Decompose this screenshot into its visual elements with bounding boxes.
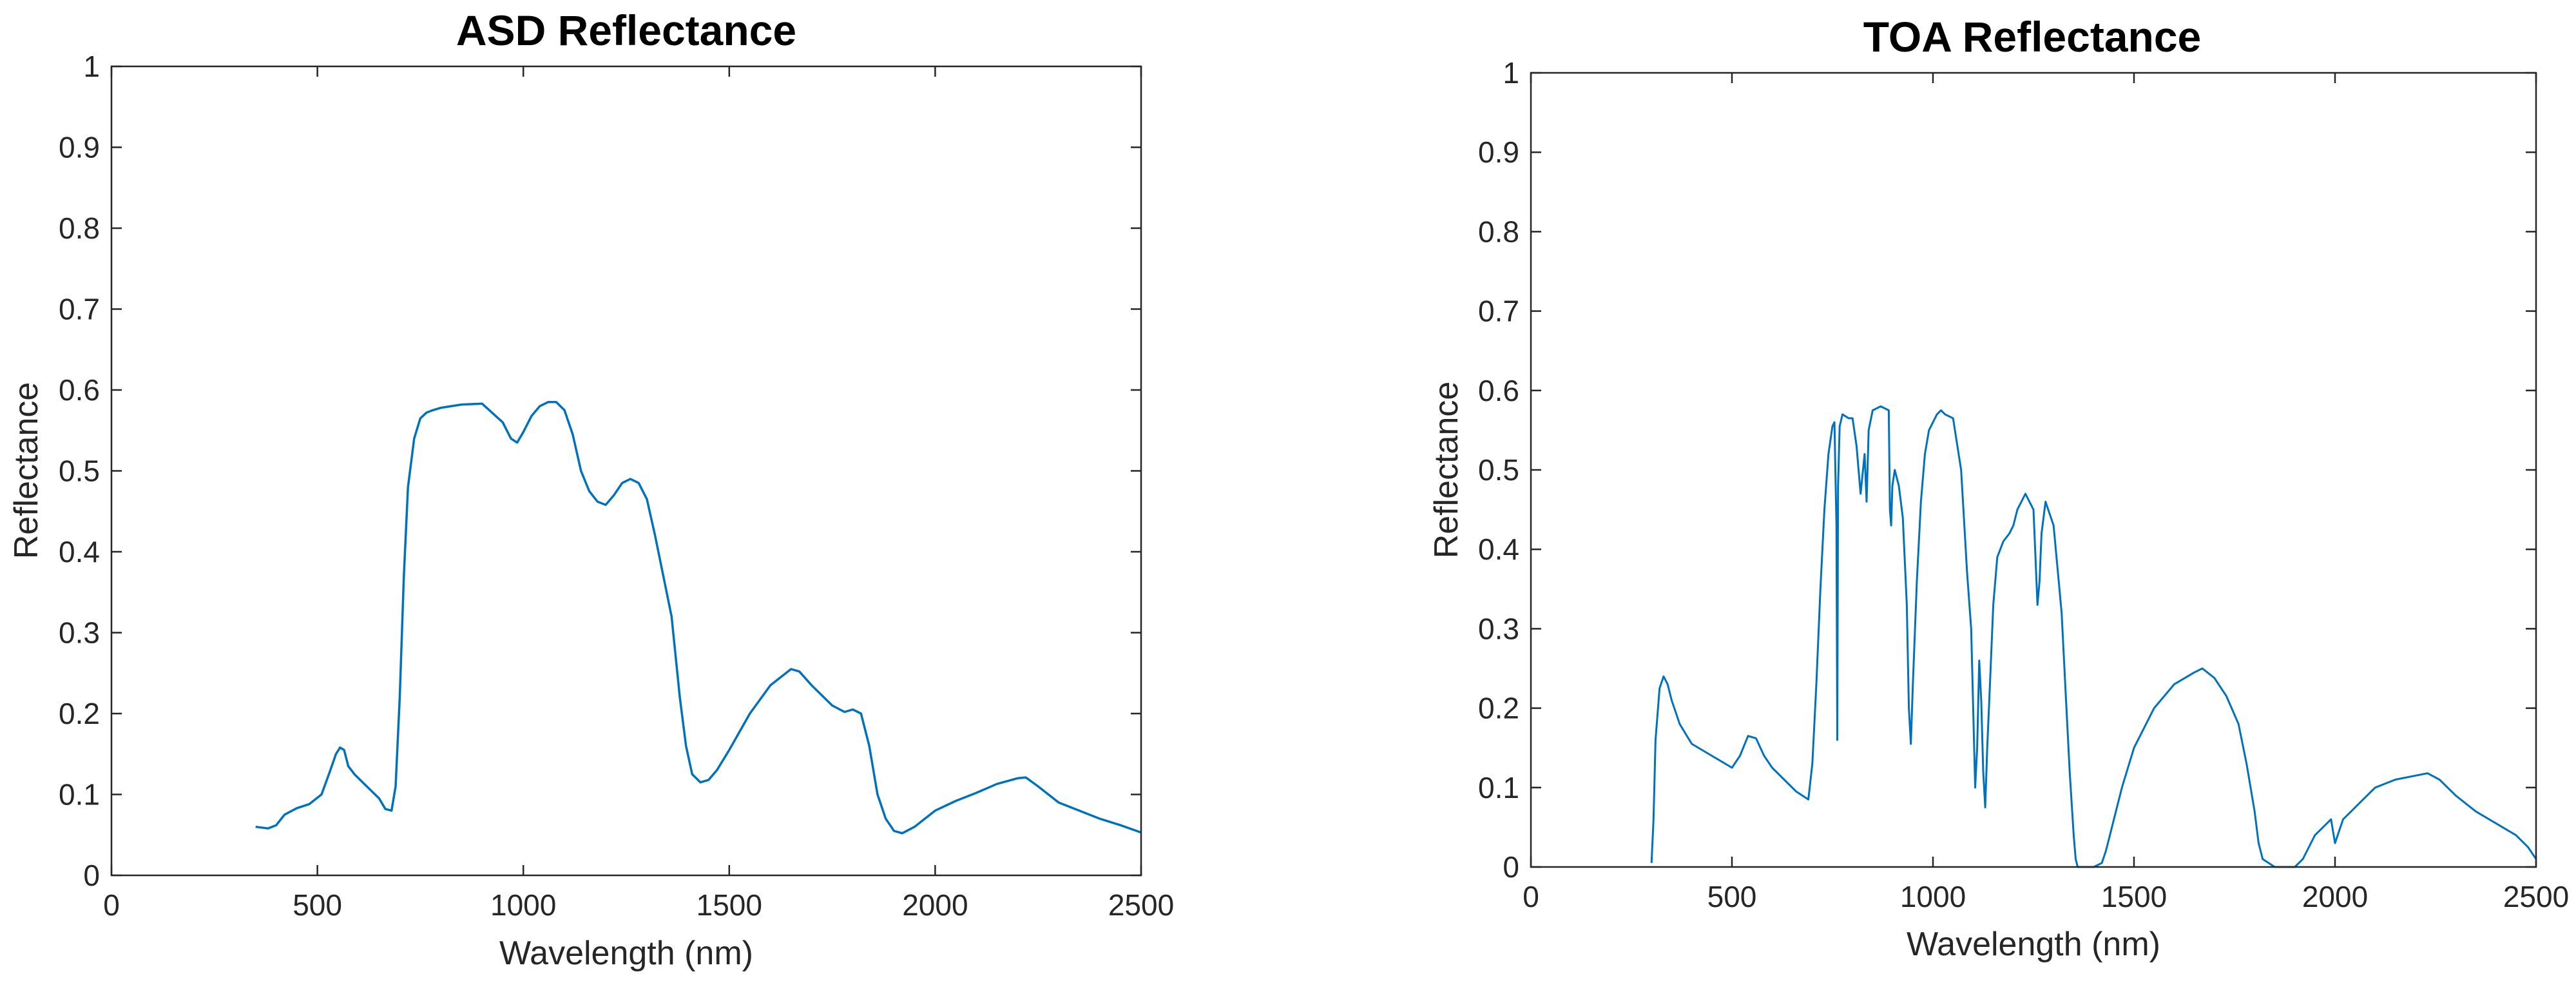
x-tick-label: 1500 <box>2101 880 2167 913</box>
x-tick-label: 2500 <box>1108 888 1174 922</box>
y-tick-label: 0.8 <box>1478 215 1519 248</box>
y-tick-label: 0 <box>83 859 100 892</box>
y-tick-label: 0.9 <box>59 131 100 164</box>
x-tick-label: 0 <box>103 888 120 922</box>
y-tick-label: 0.2 <box>1478 692 1519 725</box>
y-tick-label: 0.6 <box>59 373 100 407</box>
x-tick-label: 2000 <box>2302 880 2368 913</box>
y-tick-label: 0 <box>1503 850 1519 884</box>
y-axis-label: Reflectance <box>1428 382 1465 559</box>
x-tick-label: 2000 <box>902 888 968 922</box>
x-tick-labels: 0 500 1000 1500 2000 2500 <box>1523 880 2569 913</box>
x-tick-label: 1000 <box>490 888 556 922</box>
y-tick-label: 0.5 <box>59 454 100 488</box>
chart-title: TOA Reflectance <box>1863 13 2202 61</box>
y-tick-label: 0.8 <box>59 211 100 245</box>
x-tick-label: 1500 <box>697 888 762 922</box>
x-tick-label: 2500 <box>2503 880 2569 913</box>
x-tick-label: 1000 <box>1900 880 1966 913</box>
chart-title: ASD Reflectance <box>456 6 796 54</box>
y-tick-labels: 0 0.1 0.2 0.3 0.4 0.5 0.6 0.7 0.8 0.9 1 <box>59 50 100 892</box>
y-tick-label: 0.4 <box>59 535 100 569</box>
x-axis-label: Wavelength (nm) <box>499 935 753 972</box>
y-tick-label: 0.3 <box>59 616 100 650</box>
x-axis-label: Wavelength (nm) <box>1907 926 2160 963</box>
asd-reflectance-line <box>255 401 1142 835</box>
x-tick-label: 500 <box>1707 880 1757 913</box>
y-tick-label: 0.9 <box>1478 135 1519 169</box>
y-tick-label: 0.5 <box>1478 453 1519 487</box>
y-tick-label: 0.1 <box>59 778 100 812</box>
asd-reflectance-chart: ASD Reflectance 0 0.1 0.2 0.3 0.4 0.5 0.6 0.7 0.… <box>8 6 1174 972</box>
y-tick-label: 0.3 <box>1478 612 1519 645</box>
axes-box <box>1530 72 2537 868</box>
y-axis-label: Reflectance <box>8 382 45 560</box>
plot-area <box>1531 73 2536 867</box>
x-tick-label: 500 <box>293 888 342 922</box>
axes-box <box>110 65 1142 877</box>
x-tick-label: 0 <box>1523 880 1539 913</box>
plot-area <box>111 66 1141 875</box>
y-tick-label: 1 <box>1503 56 1519 90</box>
y-tick-label: 1 <box>83 50 100 83</box>
y-tick-labels: 0 0.1 0.2 0.3 0.4 0.5 0.6 0.7 0.8 0.9 1 <box>1478 56 1519 884</box>
y-tick-label: 0.6 <box>1478 374 1519 407</box>
y-tick-label: 0.4 <box>1478 532 1519 566</box>
x-tick-labels: 0 500 1000 1500 2000 2500 <box>103 888 1174 922</box>
y-tick-label: 0.7 <box>59 293 100 326</box>
toa-reflectance-chart: TOA Reflectance 0 0.1 0.2 0.3 0.4 0.5 0.6 0.7 0.… <box>1428 13 2569 963</box>
y-tick-label: 0.2 <box>59 697 100 730</box>
y-tick-label: 0.1 <box>1478 771 1519 804</box>
y-tick-label: 0.7 <box>1478 295 1519 328</box>
